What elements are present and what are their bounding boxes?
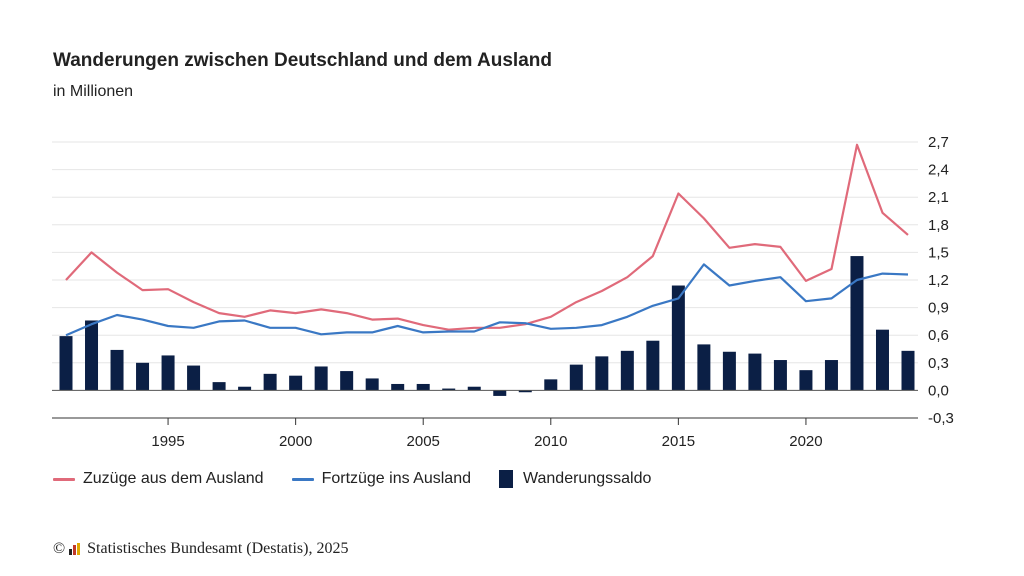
y-tick-label: -0,3 xyxy=(928,410,954,427)
copyright-symbol: © xyxy=(53,540,66,557)
saldo-bar xyxy=(212,382,226,391)
saldo-bar xyxy=(646,340,660,391)
saldo-bar xyxy=(340,371,354,391)
source-note: © Statistisches Bundesamt (Destatis), 20… xyxy=(53,540,348,558)
y-tick-label: 0,3 xyxy=(928,355,949,372)
saldo-bar xyxy=(595,356,609,391)
chart-title: Wanderungen zwischen Deutschland und dem… xyxy=(53,50,552,71)
saldo-bar xyxy=(263,373,277,391)
legend-swatch-fortzuege xyxy=(291,477,314,481)
saldo-bar xyxy=(59,336,73,391)
legend-item-saldo[interactable]: Wanderungssaldo xyxy=(498,470,652,488)
x-tick-label: 1995 xyxy=(151,433,184,450)
y-tick-label: 1,2 xyxy=(928,272,949,289)
y-tick-label: 1,8 xyxy=(928,217,949,234)
y-tick-label: 2,1 xyxy=(928,189,949,206)
saldo-bar xyxy=(901,350,915,391)
legend-label-zuzuege: Zuzüge aus dem Ausland xyxy=(83,470,264,487)
x-tick-label: 2005 xyxy=(407,433,440,450)
legend: Zuzüge aus dem Ausland Fortzüge ins Ausl… xyxy=(53,470,679,488)
saldo-bar xyxy=(416,383,430,391)
legend-label-fortzuege: Fortzüge ins Ausland xyxy=(321,470,471,487)
saldo-bar xyxy=(442,388,456,391)
saldo-bar xyxy=(620,350,634,391)
legend-item-zuzuege[interactable]: Zuzüge aus dem Ausland xyxy=(53,470,264,488)
saldo-bar xyxy=(697,344,711,391)
saldo-bar xyxy=(289,375,303,391)
x-tick-label: 2015 xyxy=(662,433,695,450)
saldo-bar xyxy=(518,390,532,393)
saldo-bar xyxy=(850,256,864,391)
x-tick-label: 2020 xyxy=(789,433,822,450)
saldo-bar xyxy=(467,386,481,391)
saldo-bar xyxy=(314,366,328,391)
y-tick-label: 2,4 xyxy=(928,162,949,179)
saldo-bar xyxy=(187,365,201,391)
saldo-bar xyxy=(493,390,507,396)
legend-swatch-zuzuege xyxy=(53,477,75,481)
grid-lines xyxy=(52,141,918,364)
saldo-bar xyxy=(773,360,787,391)
saldo-bar xyxy=(748,353,762,391)
y-tick-label: 0,6 xyxy=(928,327,949,344)
legend-item-fortzuege[interactable]: Fortzüge ins Ausland xyxy=(291,470,471,488)
y-tick-label: 2,7 xyxy=(928,134,949,151)
saldo-bar xyxy=(238,386,252,391)
saldo-bar xyxy=(544,379,558,391)
saldo-bars xyxy=(59,256,915,396)
saldo-bar xyxy=(875,329,889,391)
axes: -0,3 0,0 0,3 0,6 0,9 1,2 1,5 1,8 2,1 2,4 2,7 1995 20… xyxy=(52,134,954,450)
saldo-bar xyxy=(799,370,813,391)
series-lines xyxy=(65,143,909,337)
saldo-bar xyxy=(161,355,175,391)
legend-swatch-saldo xyxy=(498,470,513,488)
saldo-bar xyxy=(85,320,99,391)
zuzuege-line xyxy=(65,143,909,331)
legend-label-saldo: Wanderungssaldo xyxy=(522,470,652,487)
saldo-bar xyxy=(391,383,405,391)
x-tick-label: 2010 xyxy=(534,433,567,450)
saldo-bar xyxy=(569,364,583,391)
saldo-bar xyxy=(722,351,736,391)
x-tick-label: 2000 xyxy=(279,433,312,450)
y-tick-label: 1,5 xyxy=(928,244,949,261)
chart-subtitle: in Millionen xyxy=(53,83,134,100)
saldo-bar xyxy=(110,349,124,391)
y-tick-label: 0,0 xyxy=(928,382,949,399)
saldo-bar xyxy=(136,362,150,391)
saldo-bar xyxy=(671,285,685,391)
destatis-logo-icon xyxy=(69,543,81,555)
fortzuege-line xyxy=(65,263,909,337)
saldo-bar xyxy=(365,378,379,391)
y-tick-label: 0,9 xyxy=(928,300,949,317)
source-text: Statistisches Bundesamt (Destatis), 2025 xyxy=(87,540,349,557)
saldo-bar xyxy=(824,360,838,391)
